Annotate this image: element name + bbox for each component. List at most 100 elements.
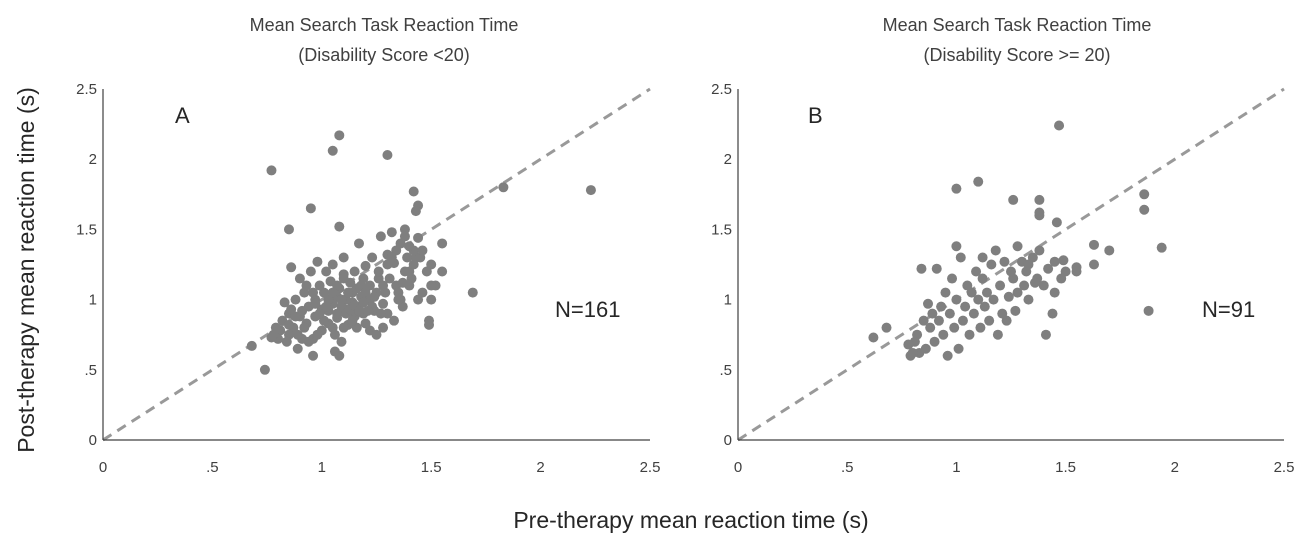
panel-a-data-point bbox=[382, 149, 393, 160]
panel-b-data-point bbox=[1034, 194, 1045, 205]
panel-a-data-point bbox=[332, 308, 343, 319]
panel-a-y-tick-label: 0 bbox=[89, 432, 97, 449]
panel-a: Mean Search Task Reaction Time (Disabili… bbox=[76, 15, 660, 476]
panel-b-data-point bbox=[1051, 217, 1062, 228]
panel-a-n-label: N=161 bbox=[555, 297, 620, 322]
panel-b-x-ticks: 0 .5 1 1.5 2 2.5 bbox=[734, 459, 1295, 476]
panel-b-data-point bbox=[1040, 329, 1051, 340]
panel-a-data-point bbox=[389, 315, 400, 326]
panel-a-data-point bbox=[305, 203, 316, 214]
panel-a-x-ticks: 0 .5 1 1.5 2 2.5 bbox=[99, 459, 661, 476]
panel-b-x-tick-label: 2.5 bbox=[1274, 459, 1295, 476]
panel-b-data-point bbox=[918, 315, 929, 326]
panel-b-letter: B bbox=[808, 103, 823, 128]
panel-b-data-point bbox=[903, 339, 914, 350]
panel-b-data-point bbox=[973, 176, 984, 187]
panel-a-data-point bbox=[404, 241, 415, 252]
panel-b-data-point bbox=[947, 273, 958, 284]
panel-a-data-point bbox=[399, 224, 410, 235]
panel-b-title: Mean Search Task Reaction Time bbox=[883, 15, 1152, 35]
panel-a-data-point bbox=[437, 266, 448, 277]
panel-a-data-point bbox=[353, 305, 364, 316]
panel-b-data-point bbox=[905, 350, 916, 361]
panel-a-data-point bbox=[327, 287, 338, 298]
panel-a-data-point bbox=[417, 245, 428, 256]
panel-a-data-point bbox=[424, 319, 435, 330]
panel-b-data-point bbox=[1038, 280, 1049, 291]
panel-b-y-tick-label: 1.5 bbox=[711, 221, 732, 238]
panel-a-data-point bbox=[498, 182, 509, 193]
panel-a-data-point bbox=[402, 252, 413, 263]
panel-b-data-point bbox=[940, 287, 951, 298]
panel-a-data-point bbox=[410, 206, 421, 217]
panel-a-data-point bbox=[408, 259, 419, 270]
panel-a-data-point bbox=[371, 329, 382, 340]
panel-a-data-point bbox=[279, 297, 290, 308]
panel-a-y-ticks: 0 .5 1 1.5 2 2.5 bbox=[76, 81, 97, 449]
panel-a-data-point bbox=[338, 322, 349, 333]
panel-b-data-point bbox=[1019, 280, 1030, 291]
panel-b-data-point bbox=[868, 332, 879, 343]
panel-a-data-point bbox=[334, 221, 345, 232]
panel-a-data-point bbox=[286, 304, 297, 315]
panel-a-data-point bbox=[399, 231, 410, 242]
panel-a-data-point bbox=[343, 287, 354, 298]
panel-a-data-point bbox=[321, 266, 332, 277]
panel-a-data-point bbox=[312, 329, 323, 340]
panel-b-data-point bbox=[1043, 263, 1054, 274]
panel-b-data-point bbox=[1088, 259, 1099, 270]
panel-a-data-point bbox=[321, 301, 332, 312]
panel-a-data-point bbox=[375, 308, 386, 319]
panel-a-data-point bbox=[338, 273, 349, 284]
panel-b-data-point bbox=[953, 343, 964, 354]
panel-b-data-point bbox=[951, 241, 962, 252]
panel-b-data-point bbox=[968, 308, 979, 319]
panel-a-data-point bbox=[292, 343, 303, 354]
panel-b-data-point bbox=[984, 315, 995, 326]
panel-a-data-point bbox=[378, 322, 389, 333]
panel-b-data-point bbox=[975, 322, 986, 333]
panel-b-y-tick-label: 0 bbox=[724, 432, 732, 449]
panel-b-data-point bbox=[933, 315, 944, 326]
panel-a-data-point bbox=[408, 186, 419, 197]
panel-b-data-point bbox=[1049, 256, 1060, 267]
panel-a-data-point bbox=[292, 329, 303, 340]
panel-b-x-tick-label: 1 bbox=[952, 459, 960, 476]
panel-b-x-tick-label: 0 bbox=[734, 459, 742, 476]
panel-b-data-point bbox=[986, 259, 997, 270]
panel-b-x-tick-label: 2 bbox=[1171, 459, 1179, 476]
panel-a-data-point bbox=[329, 329, 340, 340]
panel-b-data-point bbox=[925, 322, 936, 333]
panel-a-data-point bbox=[467, 287, 478, 298]
panel-a-data-point bbox=[369, 291, 380, 302]
panel-b-data-point bbox=[1054, 120, 1065, 131]
panel-a-data-point bbox=[413, 294, 424, 305]
panel-a-data-point bbox=[303, 336, 314, 347]
panel-b-data-point bbox=[977, 252, 988, 263]
panel-b-data-point bbox=[944, 308, 955, 319]
panel-a-x-tick-label: 1 bbox=[318, 459, 326, 476]
panel-b-data-point bbox=[955, 252, 966, 263]
panel-b-points bbox=[868, 120, 1167, 361]
panel-a-data-point bbox=[266, 332, 277, 343]
panel-b: Mean Search Task Reaction Time (Disabili… bbox=[711, 15, 1294, 476]
panel-a-data-point bbox=[353, 238, 364, 249]
panel-b-y-tick-label: 1 bbox=[724, 292, 732, 309]
panel-a-data-point bbox=[378, 280, 389, 291]
x-axis-title: Pre-therapy mean reaction time (s) bbox=[513, 507, 868, 533]
panel-b-y-ticks: 0 .5 1 1.5 2 2.5 bbox=[711, 81, 732, 449]
panel-a-data-point bbox=[378, 298, 389, 309]
panel-b-data-point bbox=[929, 336, 940, 347]
panel-a-data-point bbox=[334, 350, 345, 361]
panel-b-data-point bbox=[951, 183, 962, 194]
panel-b-x-tick-label: 1.5 bbox=[1055, 459, 1076, 476]
panel-b-x-tick-label: .5 bbox=[841, 459, 854, 476]
panel-a-y-tick-label: 2.5 bbox=[76, 81, 97, 98]
panel-a-data-point bbox=[314, 280, 325, 291]
panel-a-data-point bbox=[426, 294, 437, 305]
panel-a-data-point bbox=[336, 336, 347, 347]
panel-a-data-point bbox=[338, 252, 349, 263]
panel-a-data-point bbox=[349, 266, 360, 277]
panel-a-subtitle: (Disability Score <20) bbox=[298, 45, 470, 65]
panel-a-data-point bbox=[367, 252, 378, 263]
